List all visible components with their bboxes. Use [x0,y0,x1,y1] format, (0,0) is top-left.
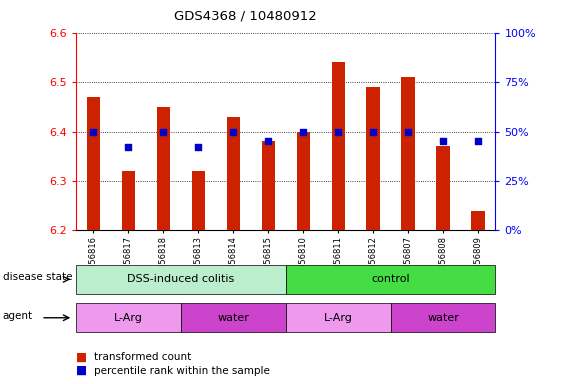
Text: percentile rank within the sample: percentile rank within the sample [94,366,270,376]
Text: ■: ■ [76,364,87,377]
Point [299,128,308,135]
Bar [332,62,345,230]
Text: disease state: disease state [3,272,72,283]
Point [229,128,238,135]
Bar [436,146,450,230]
Point [439,138,448,144]
Text: water: water [427,313,459,323]
Bar [227,117,240,230]
Bar [157,107,170,230]
Bar [262,141,275,230]
Text: agent: agent [3,311,33,321]
Bar [87,97,100,230]
Bar [367,87,380,230]
Point [159,128,168,135]
Bar [297,131,310,230]
Text: control: control [371,274,410,285]
Bar [191,171,205,230]
Point [124,144,133,151]
Text: GDS4368 / 10480912: GDS4368 / 10480912 [173,10,316,23]
Point [89,128,98,135]
Text: water: water [217,313,249,323]
Point [369,128,378,135]
Bar [471,211,485,230]
Text: transformed count: transformed count [94,352,191,362]
Point [263,138,272,144]
Text: DSS-induced colitis: DSS-induced colitis [127,274,234,285]
Point [404,128,413,135]
Text: L-Arg: L-Arg [114,313,143,323]
Text: ■: ■ [76,351,87,364]
Point [334,128,343,135]
Bar [401,77,415,230]
Bar [122,171,135,230]
Point [473,138,482,144]
Point [194,144,203,151]
Text: L-Arg: L-Arg [324,313,352,323]
